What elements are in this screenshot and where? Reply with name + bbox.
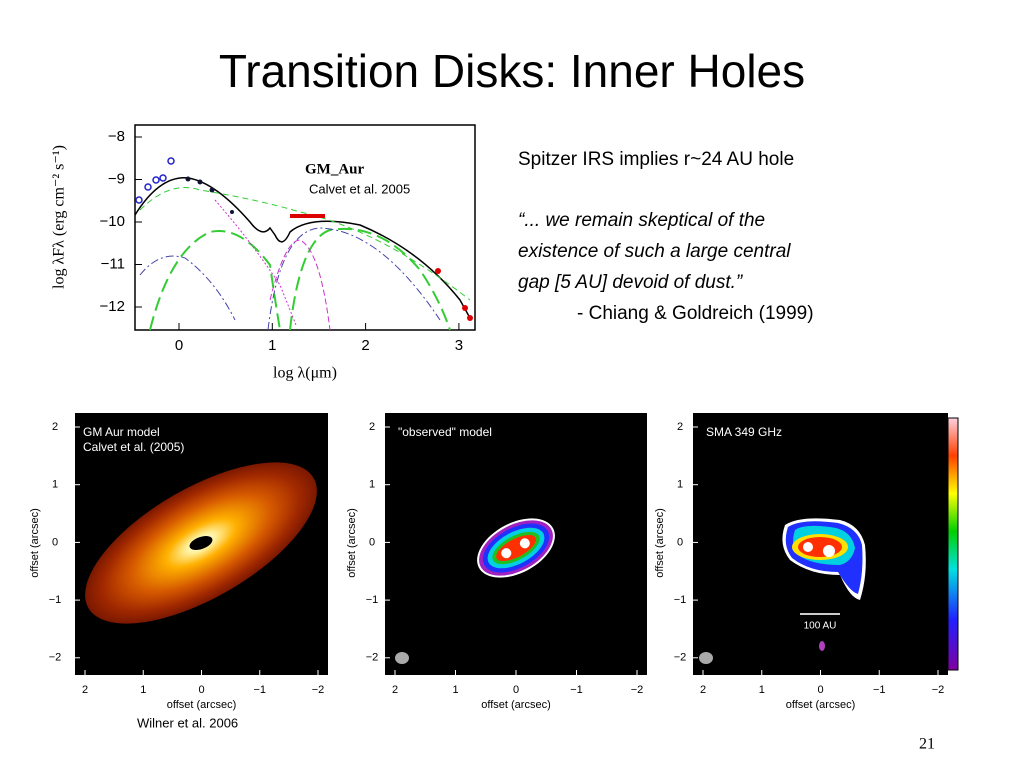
- text-line: Spitzer IRS implies r~24 AU hole: [518, 149, 794, 170]
- x-axis-label: log λ(μm): [273, 365, 337, 382]
- x-tick-label: −2: [312, 684, 325, 696]
- quote-line: “... we remain skeptical of the: [518, 210, 765, 231]
- panel-label: "observed" model: [398, 425, 492, 439]
- data-points: [185, 176, 234, 214]
- beam: [699, 652, 713, 664]
- x-tick-label: 2: [361, 337, 369, 354]
- x-tick-label: 1: [759, 684, 765, 696]
- object-label: GM_Aur: [305, 161, 365, 177]
- credit: Calvet et al. 2005: [309, 181, 410, 196]
- y-tick-label: −11: [101, 255, 125, 272]
- x-tick-label: 2: [700, 684, 706, 696]
- contour-map: [477, 518, 555, 578]
- panel-label: SMA 349 GHz: [706, 425, 782, 439]
- x-tick-label: 3: [455, 337, 463, 354]
- y-tick-label: −2: [49, 652, 62, 664]
- model-curve: [149, 230, 281, 331]
- x-tick-label: 0: [175, 337, 183, 354]
- y-axis-label: log λFλ (erg cm⁻² s⁻¹): [51, 145, 68, 289]
- model-curve: [267, 227, 441, 331]
- model-curve: [214, 199, 297, 326]
- y-tick-label: 0: [677, 536, 683, 548]
- data-points: [290, 214, 473, 321]
- y-tick-label: −9: [108, 170, 125, 187]
- x-tick-label: 2: [82, 684, 88, 696]
- scale-bar: [800, 613, 840, 615]
- x-axis-label: offset (arcsec): [786, 699, 856, 711]
- y-axis-label: offset (arcsec): [346, 508, 358, 578]
- panel-label: GM Aur model: [83, 425, 160, 439]
- y-axis-label: offset (arcsec): [29, 508, 41, 578]
- x-tick-label: 2: [392, 684, 398, 696]
- contour-map: [782, 518, 866, 651]
- y-axis-label: offset (arcsec): [654, 508, 666, 578]
- y-tick-label: −1: [49, 594, 62, 606]
- x-axis-label: offset (arcsec): [481, 699, 551, 711]
- y-tick-label: −2: [366, 652, 379, 664]
- colorbar: [947, 417, 959, 671]
- y-tick-label: 1: [52, 479, 58, 491]
- plot-frame: [134, 124, 476, 331]
- y-tick-label: 2: [677, 421, 683, 433]
- scale-bar-label: 100 AU: [804, 621, 837, 632]
- data-points: [135, 157, 175, 204]
- panel-label: Calvet et al. (2005): [83, 440, 184, 454]
- x-tick-label: 1: [268, 337, 276, 354]
- model-curve: [134, 177, 471, 319]
- y-tick-label: 1: [677, 479, 683, 491]
- x-tick-label: −1: [253, 684, 266, 696]
- y-tick-label: −10: [100, 213, 125, 230]
- sed-figure: GM_Aur Calvet et al. 2005 log λFλ (erg c…: [51, 124, 476, 382]
- x-tick-label: 1: [452, 684, 458, 696]
- x-tick-label: 0: [198, 684, 204, 696]
- model-curve: [289, 227, 451, 331]
- y-tick-label: 0: [369, 536, 375, 548]
- title: Transition Disks: Inner Holes: [219, 45, 805, 97]
- model-curve: [139, 255, 236, 321]
- model-curve: [269, 239, 331, 331]
- x-tick-label: 0: [513, 684, 519, 696]
- y-tick-label: 0: [52, 536, 58, 548]
- quote-line: existence of such a large central: [518, 241, 791, 262]
- page-number: 21: [919, 736, 935, 753]
- x-axis-label: offset (arcsec): [167, 699, 237, 711]
- quote-line: gap [5 AU] devoid of dust.”: [518, 272, 744, 293]
- y-tick-label: −1: [366, 594, 379, 606]
- y-tick-label: −1: [674, 594, 687, 606]
- y-tick-label: −8: [108, 128, 125, 145]
- x-tick-label: 0: [817, 684, 823, 696]
- y-tick-label: 1: [369, 479, 375, 491]
- beam: [395, 652, 409, 664]
- y-tick-label: 2: [369, 421, 375, 433]
- y-tick-label: −12: [100, 298, 125, 315]
- x-tick-label: −1: [873, 684, 886, 696]
- x-tick-label: −1: [570, 684, 583, 696]
- credit: Wilner et al. 2006: [137, 715, 238, 730]
- x-tick-label: −2: [932, 684, 945, 696]
- model-curve: [139, 187, 471, 301]
- inner-hole: [189, 536, 213, 550]
- y-tick-label: −2: [674, 652, 687, 664]
- x-tick-label: 1: [140, 684, 146, 696]
- y-tick-label: 2: [52, 421, 58, 433]
- x-tick-label: −2: [631, 684, 644, 696]
- attribution: - Chiang & Goldreich (1999): [577, 303, 814, 324]
